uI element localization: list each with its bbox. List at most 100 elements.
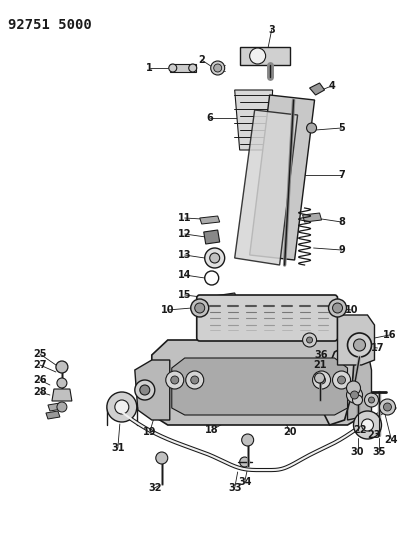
Circle shape	[306, 337, 312, 343]
Polygon shape	[46, 411, 60, 419]
Text: 13: 13	[178, 250, 192, 260]
Circle shape	[318, 376, 326, 384]
Circle shape	[186, 371, 204, 389]
Circle shape	[214, 64, 222, 72]
Text: 33: 33	[228, 483, 242, 493]
Text: 23: 23	[368, 430, 381, 440]
Circle shape	[338, 376, 346, 384]
Text: 12: 12	[178, 229, 192, 239]
Circle shape	[135, 380, 155, 400]
Circle shape	[346, 387, 362, 403]
Circle shape	[384, 403, 392, 411]
Circle shape	[195, 303, 205, 313]
Polygon shape	[348, 360, 372, 420]
Polygon shape	[208, 293, 242, 315]
Circle shape	[191, 376, 199, 384]
Text: 19: 19	[143, 427, 156, 437]
Circle shape	[368, 397, 374, 403]
Text: 22: 22	[353, 425, 366, 435]
Text: 10: 10	[161, 305, 174, 315]
Text: 31: 31	[111, 443, 124, 453]
Polygon shape	[235, 90, 273, 150]
Circle shape	[332, 303, 342, 313]
Circle shape	[115, 400, 129, 414]
Circle shape	[328, 299, 346, 317]
Circle shape	[205, 248, 225, 268]
Polygon shape	[135, 360, 170, 420]
Circle shape	[140, 385, 150, 395]
Circle shape	[57, 402, 67, 412]
Circle shape	[306, 123, 316, 133]
Text: 7: 7	[338, 170, 345, 180]
Polygon shape	[170, 64, 196, 72]
Circle shape	[332, 371, 350, 389]
Text: 6: 6	[206, 113, 213, 123]
Circle shape	[57, 378, 67, 388]
Polygon shape	[235, 110, 298, 265]
Text: 21: 21	[313, 360, 326, 370]
Circle shape	[348, 333, 372, 357]
Polygon shape	[240, 47, 290, 65]
Text: 1: 1	[146, 63, 153, 73]
Text: 34: 34	[238, 477, 252, 487]
Text: 5: 5	[338, 123, 345, 133]
FancyBboxPatch shape	[197, 295, 338, 341]
Text: 10: 10	[345, 305, 358, 315]
Polygon shape	[52, 389, 72, 401]
Circle shape	[242, 434, 254, 446]
Circle shape	[354, 411, 382, 439]
Text: 17: 17	[371, 343, 384, 353]
Text: 27: 27	[33, 360, 47, 370]
Text: 9: 9	[338, 245, 345, 255]
Text: 30: 30	[351, 447, 364, 457]
Text: 28: 28	[33, 387, 47, 397]
Circle shape	[314, 373, 324, 383]
Circle shape	[346, 381, 360, 395]
Polygon shape	[48, 403, 62, 411]
Circle shape	[156, 452, 168, 464]
Text: 26: 26	[33, 375, 47, 385]
Text: 20: 20	[283, 427, 296, 437]
Polygon shape	[310, 83, 324, 95]
Text: 11: 11	[178, 213, 192, 223]
Circle shape	[56, 361, 68, 373]
Polygon shape	[200, 216, 220, 224]
Text: 8: 8	[338, 217, 345, 227]
Text: 92751 5000: 92751 5000	[8, 18, 92, 32]
Circle shape	[230, 302, 246, 318]
Circle shape	[211, 61, 225, 75]
Polygon shape	[204, 230, 220, 244]
Circle shape	[169, 64, 177, 72]
Polygon shape	[324, 345, 354, 425]
Text: 25: 25	[33, 349, 47, 359]
Polygon shape	[338, 315, 374, 365]
Circle shape	[302, 333, 316, 347]
Text: 14: 14	[178, 270, 192, 280]
Text: 15: 15	[178, 290, 192, 300]
Circle shape	[354, 339, 366, 351]
Text: 18: 18	[205, 425, 218, 435]
Circle shape	[107, 392, 137, 422]
Text: 35: 35	[373, 447, 386, 457]
Circle shape	[250, 48, 266, 64]
Circle shape	[166, 371, 184, 389]
Circle shape	[171, 376, 179, 384]
Circle shape	[240, 457, 250, 467]
Circle shape	[312, 371, 330, 389]
Text: 32: 32	[148, 483, 162, 493]
Text: 16: 16	[383, 330, 396, 340]
Text: 4: 4	[328, 81, 335, 91]
Circle shape	[362, 419, 374, 431]
Text: 3: 3	[268, 25, 275, 35]
Circle shape	[210, 253, 220, 263]
Circle shape	[191, 299, 209, 317]
Text: 36: 36	[315, 350, 328, 360]
Circle shape	[364, 393, 378, 407]
Text: 2: 2	[198, 55, 205, 65]
Circle shape	[350, 391, 358, 399]
Circle shape	[189, 64, 197, 72]
Polygon shape	[302, 213, 322, 222]
Polygon shape	[172, 358, 348, 415]
Polygon shape	[250, 95, 314, 260]
Circle shape	[380, 399, 396, 415]
